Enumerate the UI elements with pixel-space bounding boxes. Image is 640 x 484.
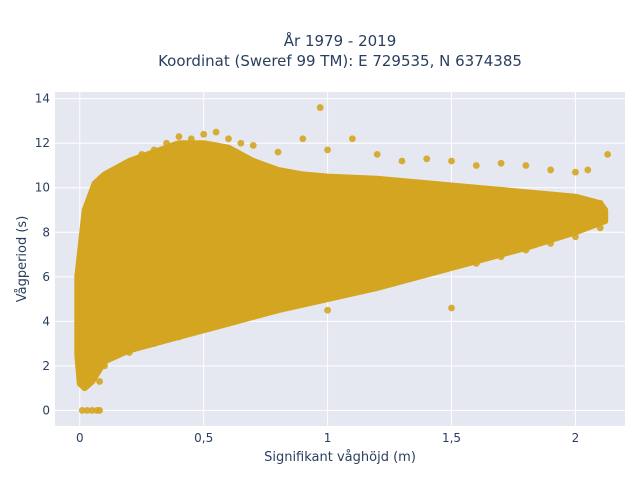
- data-point: [398, 157, 406, 165]
- data-point: [175, 133, 183, 140]
- data-point: [88, 273, 96, 281]
- data-point: [423, 155, 431, 163]
- y-tick-label: 10: [35, 181, 50, 195]
- x-tick-label: 2: [572, 431, 580, 445]
- data-point: [150, 146, 158, 154]
- x-tick-labels: 0 0,5 1 1,5 2: [76, 431, 579, 445]
- data-point: [472, 162, 480, 169]
- data-point: [448, 157, 455, 165]
- data-point: [299, 297, 307, 305]
- y-tick-label: 14: [35, 92, 50, 106]
- data-point: [572, 206, 579, 214]
- data-point: [83, 329, 91, 336]
- point-cloud-area: [74, 140, 609, 392]
- data-point: [373, 150, 381, 158]
- y-tick-label: 4: [42, 314, 50, 328]
- data-point: [497, 159, 505, 167]
- point-cloud: [74, 140, 609, 392]
- data-point: [212, 128, 220, 136]
- data-point: [604, 150, 612, 158]
- data-point: [497, 253, 505, 261]
- data-point: [225, 135, 232, 143]
- data-point: [324, 146, 332, 154]
- data-point: [187, 135, 195, 143]
- y-tick-label: 6: [42, 270, 50, 284]
- chart-title-line2: Koordinat (Sweref 99 TM): E 729535, N 63…: [158, 52, 522, 70]
- data-point: [249, 142, 257, 149]
- data-point: [472, 260, 480, 267]
- data-point: [584, 166, 592, 174]
- x-tick-label: 0,5: [194, 431, 213, 445]
- data-point: [249, 311, 257, 319]
- data-point: [91, 240, 99, 247]
- data-point: [522, 162, 530, 169]
- y-tick-labels: 0 2 4 6 8 10 12 14: [35, 92, 50, 418]
- data-point: [225, 317, 232, 325]
- data-point: [93, 217, 101, 225]
- data-point: [125, 273, 133, 281]
- x-tick-label: 1,5: [442, 431, 461, 445]
- data-points: [78, 104, 612, 414]
- data-point: [96, 407, 104, 414]
- data-point: [472, 206, 480, 214]
- data-point: [373, 280, 381, 287]
- y-tick-label: 2: [42, 359, 50, 373]
- data-point: [348, 135, 356, 143]
- data-point: [78, 407, 86, 414]
- data-point: [81, 362, 89, 370]
- data-point: [316, 104, 324, 111]
- data-point: [86, 295, 94, 303]
- data-point: [373, 228, 381, 236]
- y-tick-label: 12: [35, 136, 50, 150]
- data-point: [101, 177, 108, 185]
- data-point: [237, 139, 245, 147]
- data-point: [547, 166, 555, 174]
- data-point: [423, 217, 431, 225]
- data-point: [522, 246, 530, 254]
- y-axis-label: Vågperiod (s): [15, 216, 30, 303]
- data-point: [324, 240, 332, 247]
- data-point: [83, 407, 91, 414]
- data-point: [522, 213, 530, 221]
- data-point: [274, 217, 282, 225]
- data-point: [175, 333, 183, 341]
- data-point: [225, 251, 232, 258]
- data-point: [138, 150, 146, 158]
- data-point: [101, 362, 108, 370]
- data-point: [348, 286, 356, 294]
- data-point: [547, 240, 555, 247]
- x-tick-label: 1: [324, 431, 332, 445]
- y-tick-label: 0: [42, 403, 50, 417]
- data-point: [125, 349, 133, 356]
- data-point: [572, 168, 579, 176]
- data-point: [274, 304, 282, 312]
- data-point: [596, 224, 604, 232]
- data-point: [125, 162, 133, 169]
- data-point: [150, 340, 158, 348]
- data-point: [163, 139, 170, 147]
- data-point: [113, 166, 121, 174]
- data-point: [88, 407, 96, 414]
- data-point: [175, 228, 183, 236]
- data-point: [200, 130, 208, 138]
- data-point: [274, 148, 282, 156]
- data-point: [200, 324, 208, 332]
- chart-title-line1: År 1979 - 2019: [284, 31, 397, 50]
- x-tick-label: 0: [76, 431, 84, 445]
- y-tick-label: 8: [42, 225, 50, 239]
- data-point: [299, 135, 307, 143]
- data-point: [596, 199, 604, 207]
- data-point: [448, 304, 455, 312]
- data-point: [398, 273, 406, 281]
- data-point: [324, 306, 332, 314]
- x-axis-label: Signifikant våghöjd (m): [264, 450, 416, 465]
- data-point: [96, 378, 104, 385]
- data-point: [572, 233, 579, 241]
